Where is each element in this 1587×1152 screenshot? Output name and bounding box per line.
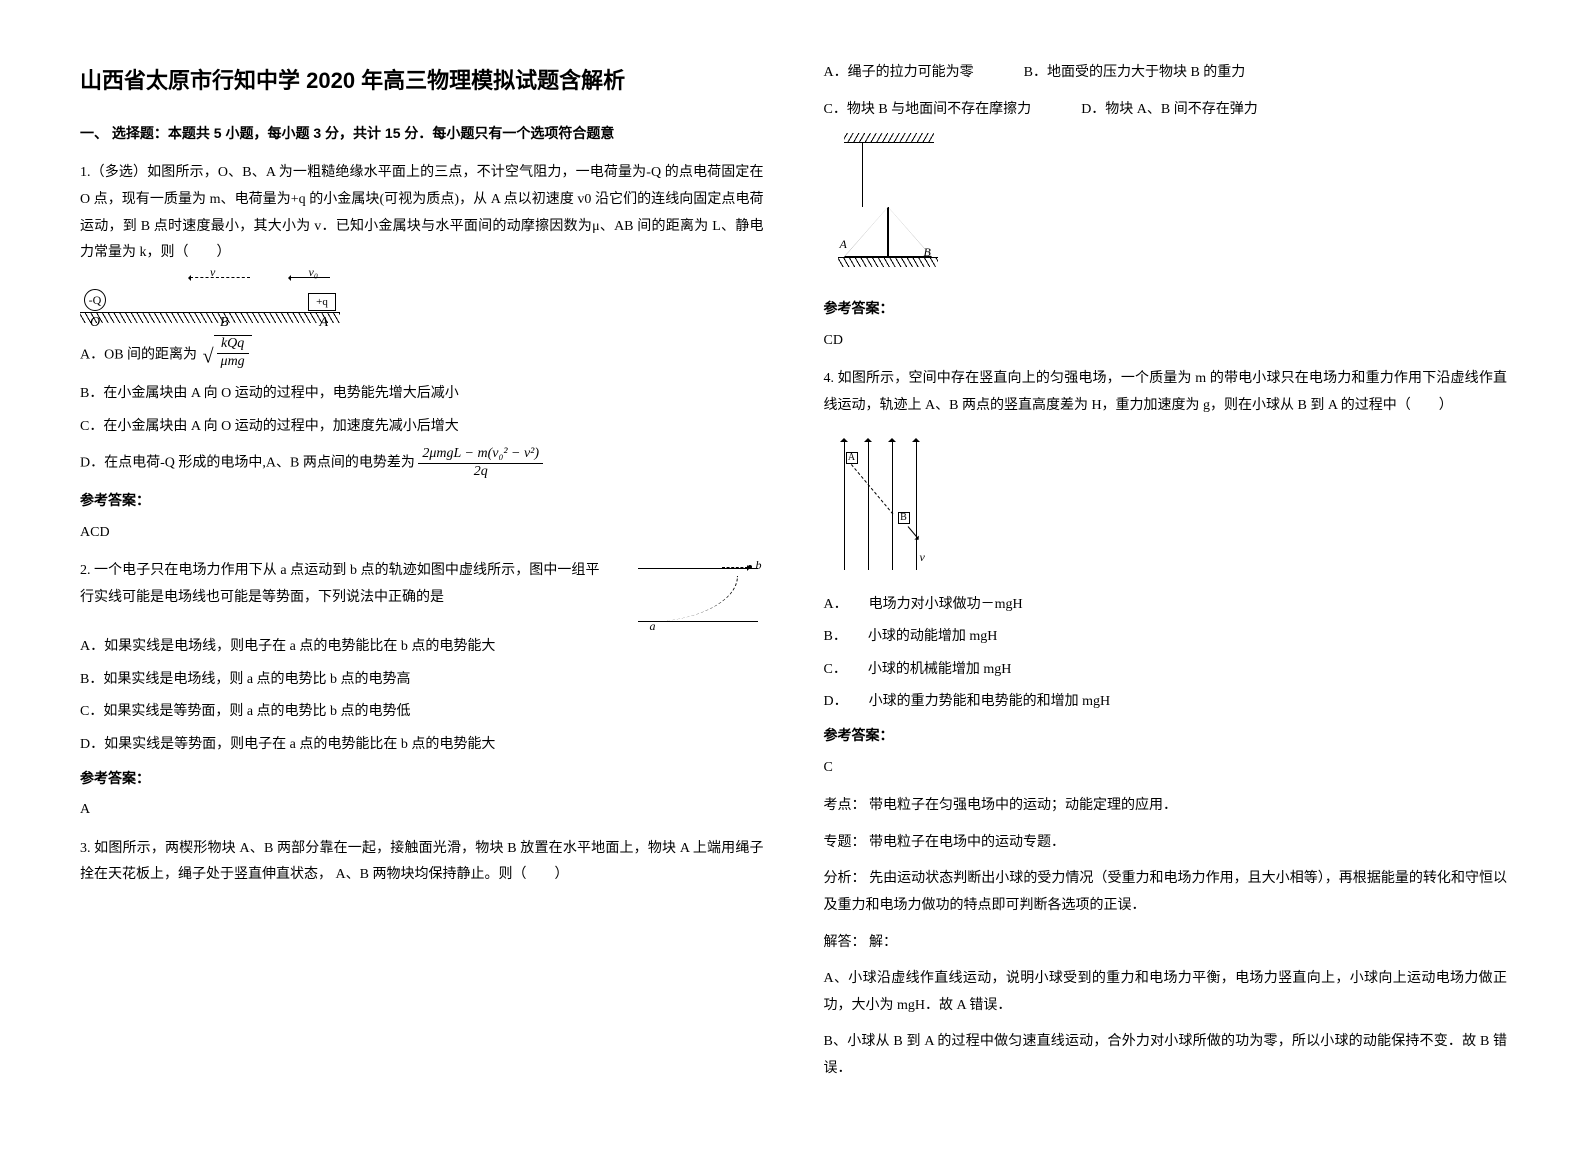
q2-answer-label: 参考答案： — [80, 765, 764, 792]
q1-charge-Q: -Q — [84, 289, 106, 311]
q1-optD-prefix: D．在点电荷-Q 形成的电场中,A、B 两点间的电势差为 — [80, 456, 415, 471]
q4-v-label: v — [920, 546, 925, 569]
q1-fD-num: 2μmgL − m(v₀² − v²) — [418, 446, 543, 464]
q3-options-row1: A．绳子的拉力可能为零 B．地面受的压力大于物块 B 的重力 — [824, 60, 1508, 87]
q3-option-A: A．绳子的拉力可能为零 — [824, 60, 974, 87]
q3-label-B: B — [924, 241, 931, 264]
q3-label-A: A — [840, 233, 847, 256]
q4-jd-label: 解答： — [824, 935, 866, 950]
q1-figure: v v₀ -Q +q O B A — [80, 277, 764, 323]
q2-option-A: A．如果实线是电场线，则电子在 a 点的电势能比在 b 点的电势能大 — [80, 634, 764, 661]
q2-block: b a 2. 一个电子只在电场力作用下从 a 点运动到 b 点的轨迹如图中虚线所… — [80, 558, 764, 634]
q1-option-A: A．OB 间的距离为 √kQqμmg — [80, 335, 764, 376]
q3-answer-label: 参考答案： — [824, 295, 1508, 322]
q4-expl-B: B、小球从 B 到 A 的过程中做匀速直线运动，合外力对小球所做的功为零，所以小… — [824, 1029, 1508, 1082]
q1-answer: ACD — [80, 520, 764, 547]
q3-figure: A B — [824, 133, 1508, 283]
q2-option-C: C．如果实线是等势面，则 a 点的电势比 b 点的电势低 — [80, 699, 764, 726]
q3-options-row2: C．物块 B 与地面间不存在摩擦力 D．物块 A、B 间不存在弹力 — [824, 97, 1508, 124]
q2-pt-a: a — [650, 615, 656, 638]
q1-formula-A: √kQqμmg — [203, 335, 252, 376]
q3-stem: 3. 如图所示，两楔形物块 A、B 两部分靠在一起，接触面光滑，物块 B 放置在… — [80, 836, 764, 889]
page-title: 山西省太原市行知中学 2020 年高三物理模拟试题含解析 — [80, 60, 764, 102]
q4-kd-label: 考点： — [824, 798, 866, 813]
q1-fD-den: 2q — [418, 464, 543, 481]
q4-option-B: B． 小球的动能增加 mgH — [824, 624, 1508, 651]
q1-formula-D: 2μmgL − m(v₀² − v²) 2q — [418, 446, 543, 481]
q1-option-C: C．在小金属块由 A 向 O 运动的过程中，加速度先减小后增大 — [80, 414, 764, 441]
q4-pt-B: B — [898, 512, 910, 524]
q1-label-A: A — [319, 310, 328, 337]
q1-fA-num: kQq — [217, 336, 249, 354]
q4-kd: 考点： 带电粒子在匀强电场中的运动；动能定理的应用． — [824, 793, 1508, 820]
q1-label-O: O — [90, 310, 100, 337]
q1-block-q: +q — [308, 293, 336, 311]
q4-jd-text: 解： — [869, 935, 897, 950]
q4-kd-text: 带电粒子在匀强电场中的运动；动能定理的应用． — [869, 798, 1177, 813]
q4-option-C: C． 小球的机械能增加 mgH — [824, 657, 1508, 684]
q2-answer: A — [80, 797, 764, 824]
q1-label-B: B — [220, 310, 229, 337]
q2-pt-b: b — [756, 554, 762, 577]
q4-fx-label: 分析： — [824, 871, 866, 886]
q4-zt-text: 带电粒子在电场中的运动专题． — [869, 835, 1065, 850]
q4-option-D: D． 小球的重力势能和电势能的和增加 mgH — [824, 689, 1508, 716]
q4-jd: 解答： 解： — [824, 930, 1508, 957]
q4-answer: C — [824, 755, 1508, 782]
q4-option-A: A． 电场力对小球做功－mgH — [824, 592, 1508, 619]
q2-option-D: D．如果实线是等势面，则电子在 a 点的电势能比在 b 点的电势能大 — [80, 732, 764, 759]
q1-option-B: B．在小金属块由 A 向 O 运动的过程中，电势能先增大后减小 — [80, 381, 764, 408]
q4-figure: A B v — [824, 430, 1508, 580]
q3-option-C: C．物块 B 与地面间不存在摩擦力 — [824, 97, 1032, 124]
q3-option-D: D．物块 A、B 间不存在弹力 — [1081, 97, 1258, 124]
q4-pt-A: A — [846, 452, 858, 464]
q2-figure: b a — [614, 558, 764, 628]
q1-optA-prefix: A．OB 间的距离为 — [80, 347, 197, 362]
q4-expl-A: A、小球沿虚线作直线运动，说明小球受到的重力和电场力平衡，电场力竖直向上，小球向… — [824, 966, 1508, 1019]
q4-fx-text: 先由运动状态判断出小球的受力情况（受重力和电场力作用，且大小相等），再根据能量的… — [824, 871, 1508, 913]
section-heading: 一、 选择题：本题共 5 小题，每小题 3 分，共计 15 分．每小题只有一个选… — [80, 120, 764, 147]
q4-fx: 分析： 先由运动状态判断出小球的受力情况（受重力和电场力作用，且大小相等），再根… — [824, 866, 1508, 919]
q2-option-B: B．如果实线是电场线，则 a 点的电势比 b 点的电势高 — [80, 667, 764, 694]
q1-stem: 1.（多选）如图所示，O、B、A 为一粗糙绝缘水平面上的三点，不计空气阻力，一电… — [80, 160, 764, 266]
q4-zt: 专题： 带电粒子在电场中的运动专题． — [824, 830, 1508, 857]
q4-zt-label: 专题： — [824, 835, 866, 850]
q4-answer-label: 参考答案： — [824, 722, 1508, 749]
q1-v0-label: v₀ — [309, 261, 319, 284]
q4-stem: 4. 如图所示，空间中存在竖直向上的匀强电场，一个质量为 m 的带电小球只在电场… — [824, 366, 1508, 419]
q1-option-D: D．在点电荷-Q 形成的电场中,A、B 两点间的电势差为 2μmgL − m(v… — [80, 446, 764, 481]
q1-answer-label: 参考答案： — [80, 487, 764, 514]
q1-v-label: v — [210, 261, 215, 284]
q1-fA-den: μmg — [217, 354, 249, 371]
q3-option-B: B．地面受的压力大于物块 B 的重力 — [1024, 60, 1246, 87]
q3-answer: CD — [824, 328, 1508, 355]
